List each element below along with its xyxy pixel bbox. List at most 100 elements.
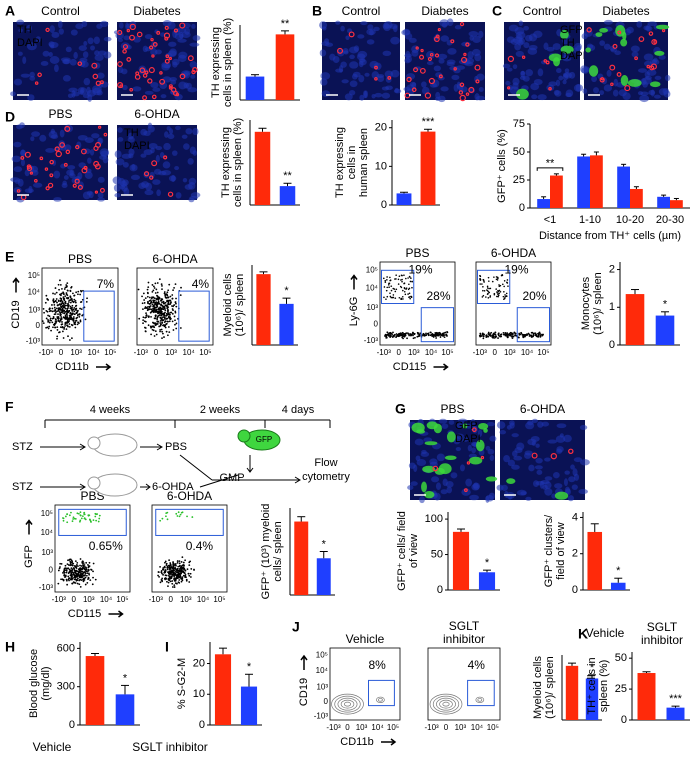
- event-dot: [164, 307, 166, 309]
- event-dot: [82, 564, 84, 566]
- y-tick-label: 10⁵: [28, 271, 40, 280]
- nucleus: [138, 183, 145, 189]
- event-dot: [167, 289, 169, 291]
- event-dot: [164, 309, 166, 311]
- y-axis-label: Monocytes: [580, 276, 592, 330]
- event-dot: [89, 579, 91, 581]
- event-dot: [177, 562, 179, 564]
- event-dot: [537, 333, 539, 335]
- panel-letter: B: [312, 3, 322, 19]
- nucleus: [449, 420, 455, 425]
- nucleus: [71, 29, 78, 35]
- event-dot: [74, 570, 76, 572]
- event-dot: [50, 330, 52, 332]
- event-dot: [168, 316, 170, 318]
- y-tick-label: 4: [572, 511, 578, 523]
- nucleus: [512, 450, 518, 456]
- nucleus: [169, 175, 176, 181]
- y-tick-label: 0: [49, 565, 54, 574]
- event-dot: [444, 336, 446, 338]
- x-tick-label: 0: [154, 348, 159, 357]
- event-dot: [65, 576, 67, 578]
- event-dot: [62, 309, 64, 311]
- event-dot: [153, 322, 155, 324]
- event-dot: [90, 521, 92, 523]
- event-dot: [150, 302, 152, 304]
- event-dot: [73, 309, 75, 311]
- nucleus: [123, 35, 130, 40]
- event-dot: [488, 332, 490, 334]
- event-dot: [79, 313, 81, 315]
- event-dot: [404, 288, 406, 290]
- event-dot: [168, 582, 170, 584]
- event-dot: [77, 291, 79, 293]
- event-dot: [159, 314, 161, 316]
- event-dot: [496, 291, 498, 293]
- nucleus: [568, 495, 574, 501]
- event-dot: [82, 562, 84, 564]
- event-dot: [500, 334, 502, 336]
- event-dot: [74, 565, 76, 567]
- nucleus: [175, 33, 184, 40]
- nucleus: [447, 48, 456, 55]
- nucleus: [61, 57, 71, 61]
- x-tick-label: <1: [544, 214, 557, 226]
- nucleus: [516, 32, 526, 40]
- bar: [587, 532, 602, 590]
- event-dot: [165, 564, 167, 566]
- event-dot: [498, 293, 500, 295]
- event-dot: [174, 586, 176, 588]
- nucleus: [523, 26, 529, 31]
- event-dot: [65, 286, 67, 288]
- event-dot: [82, 515, 84, 517]
- nucleus: [599, 40, 605, 46]
- axis-label: CD19: [298, 678, 310, 706]
- vehicle-label: Vehicle: [586, 626, 625, 640]
- nucleus: [53, 197, 61, 202]
- event-dot: [154, 317, 156, 319]
- event-dot: [54, 323, 56, 325]
- nucleus: [94, 37, 100, 45]
- event-dot: [173, 287, 175, 289]
- event-dot: [170, 296, 172, 298]
- event-dot: [384, 280, 386, 282]
- event-dot: [537, 335, 539, 337]
- nucleus: [45, 148, 55, 153]
- nucleus: [87, 157, 92, 163]
- event-dot: [59, 566, 61, 568]
- y-tick-label: 10⁴: [28, 288, 41, 297]
- event-dot: [487, 286, 489, 288]
- event-dot: [156, 304, 158, 306]
- event-dot: [88, 574, 90, 576]
- nucleus: [91, 133, 99, 138]
- nucleus: [183, 178, 187, 182]
- stain-label: DAPI: [455, 433, 481, 445]
- gate-percent: 8%: [369, 658, 387, 672]
- event-dot: [398, 283, 400, 285]
- event-dot: [479, 283, 481, 285]
- nucleus: [371, 94, 375, 99]
- axis-label: CD11b: [55, 361, 88, 373]
- event-dot: [57, 583, 59, 585]
- event-dot: [71, 564, 73, 566]
- event-dot: [173, 570, 175, 572]
- gfp-cell: [412, 423, 425, 433]
- event-dot: [384, 286, 386, 288]
- nucleus: [528, 48, 538, 55]
- nucleus: [94, 50, 99, 56]
- y-tick-label: 300: [57, 681, 75, 693]
- event-dot: [154, 308, 156, 310]
- event-dot: [166, 575, 168, 577]
- event-dot: [172, 308, 174, 310]
- event-dot: [92, 570, 94, 572]
- event-dot: [180, 514, 182, 516]
- bar: [479, 572, 495, 590]
- gate-percent: 19%: [409, 262, 433, 276]
- nucleus: [456, 447, 461, 451]
- event-dot: [159, 329, 161, 331]
- gfp-mouse-head: [238, 430, 250, 442]
- event-dot: [93, 519, 95, 521]
- event-dot: [56, 338, 58, 340]
- event-dot: [409, 296, 411, 298]
- event-dot: [67, 335, 69, 337]
